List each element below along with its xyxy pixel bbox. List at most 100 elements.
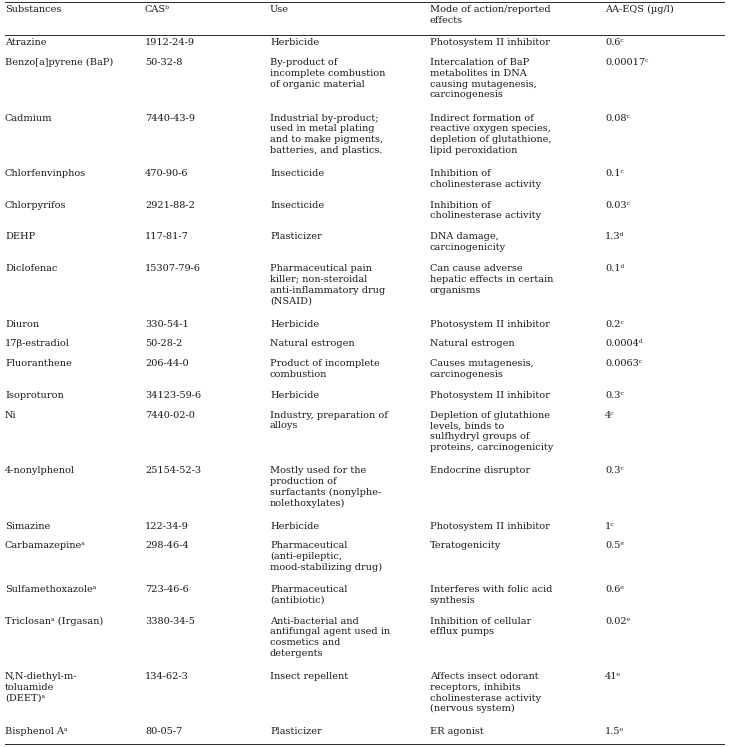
Text: Bisphenol Aᵃ: Bisphenol Aᵃ [5,728,68,737]
Text: Herbicide: Herbicide [270,521,319,530]
Text: 723-46-6: 723-46-6 [145,585,189,594]
Text: Herbicide: Herbicide [270,391,319,400]
Text: Herbicide: Herbicide [270,320,319,329]
Text: 1912-24-9: 1912-24-9 [145,38,195,47]
Text: Intercalation of BaP
metabolites in DNA
causing mutagenesis,
carcinogenesis: Intercalation of BaP metabolites in DNA … [430,58,537,99]
Text: Sulfamethoxazoleᵃ: Sulfamethoxazoleᵃ [5,585,96,594]
Text: Interferes with folic acid
synthesis: Interferes with folic acid synthesis [430,585,553,604]
Text: Chlorfenvinphos: Chlorfenvinphos [5,169,86,178]
Text: Pharmaceutical
(antibiotic): Pharmaceutical (antibiotic) [270,585,348,604]
Text: Pharmaceutical pain
killer; non-steroidal
anti-inflammatory drug
(NSAID): Pharmaceutical pain killer; non-steroida… [270,264,385,306]
Text: Anti-bacterial and
antifungal agent used in
cosmetics and
detergents: Anti-bacterial and antifungal agent used… [270,616,390,658]
Text: Photosystem II inhibitor: Photosystem II inhibitor [430,320,550,329]
Text: 330-54-1: 330-54-1 [145,320,189,329]
Text: 1ᶜ: 1ᶜ [605,521,615,530]
Text: DEHP: DEHP [5,232,35,241]
Text: Benzo[a]pyrene (BaP): Benzo[a]pyrene (BaP) [5,58,113,67]
Text: Industry, preparation of
alloys: Industry, preparation of alloys [270,411,388,430]
Text: 0.3ᶜ: 0.3ᶜ [605,391,624,400]
Text: Use: Use [270,5,289,14]
Text: Causes mutagenesis,
carcinogenesis: Causes mutagenesis, carcinogenesis [430,359,534,379]
Text: 0.3ᶜ: 0.3ᶜ [605,466,624,475]
Text: 0.0004ᵈ: 0.0004ᵈ [605,339,643,348]
Text: Depletion of glutathione
levels, binds to
sulfhydryl groups of
proteins, carcino: Depletion of glutathione levels, binds t… [430,411,553,452]
Text: 206-44-0: 206-44-0 [145,359,189,368]
Text: 50-32-8: 50-32-8 [145,58,182,67]
Text: Herbicide: Herbicide [270,38,319,47]
Text: Cadmium: Cadmium [5,114,52,123]
Text: 1.3ᵈ: 1.3ᵈ [605,232,624,241]
Text: 134-62-3: 134-62-3 [145,672,189,681]
Text: Product of incomplete
combustion: Product of incomplete combustion [270,359,380,379]
Text: 41ᵉ: 41ᵉ [605,672,621,681]
Text: AA-EQS (µg/l): AA-EQS (µg/l) [605,5,674,14]
Text: Mostly used for the
production of
surfactants (nonylphe-
nolethoxylates): Mostly used for the production of surfac… [270,466,381,508]
Text: 80-05-7: 80-05-7 [145,728,182,737]
Text: Natural estrogen: Natural estrogen [270,339,354,348]
Text: Triclosanᵃ (Irgasan): Triclosanᵃ (Irgasan) [5,616,104,626]
Text: 3380-34-5: 3380-34-5 [145,616,195,626]
Text: Plasticizer: Plasticizer [270,728,321,737]
Text: Teratogenicity: Teratogenicity [430,542,502,551]
Text: 0.02ᵉ: 0.02ᵉ [605,616,631,626]
Text: 15307-79-6: 15307-79-6 [145,264,201,273]
Text: 50-28-2: 50-28-2 [145,339,182,348]
Text: Pharmaceutical
(anti-epileptic,
mood-stabilizing drug): Pharmaceutical (anti-epileptic, mood-sta… [270,542,382,572]
Text: 298-46-4: 298-46-4 [145,542,189,551]
Text: DNA damage,
carcinogenicity: DNA damage, carcinogenicity [430,232,506,252]
Text: Affects insect odorant
receptors, inhibits
cholinesterase activity
(nervous syst: Affects insect odorant receptors, inhibi… [430,672,541,713]
Text: Photosystem II inhibitor: Photosystem II inhibitor [430,391,550,400]
Text: 0.2ᶜ: 0.2ᶜ [605,320,624,329]
Text: Ni: Ni [5,411,17,420]
Text: Insect repellent: Insect repellent [270,672,348,681]
Text: Endocrine disruptor: Endocrine disruptor [430,466,530,475]
Text: 0.6ᵉ: 0.6ᵉ [605,585,624,594]
Text: CASᵇ: CASᵇ [145,5,170,14]
Text: Substances: Substances [5,5,61,14]
Text: 0.1ᶜ: 0.1ᶜ [605,169,624,178]
Text: Diclofenac: Diclofenac [5,264,58,273]
Text: Simazine: Simazine [5,521,50,530]
Text: Insecticide: Insecticide [270,201,324,210]
Text: 17β-estradiol: 17β-estradiol [5,339,70,348]
Text: 7440-43-9: 7440-43-9 [145,114,195,123]
Text: Inhibition of cellular
efflux pumps: Inhibition of cellular efflux pumps [430,616,531,636]
Text: Chlorpyrifos: Chlorpyrifos [5,201,66,210]
Text: Plasticizer: Plasticizer [270,232,321,241]
Text: By-product of
incomplete combustion
of organic material: By-product of incomplete combustion of o… [270,58,386,89]
Text: 0.03ᶜ: 0.03ᶜ [605,201,630,210]
Text: Fluoranthene: Fluoranthene [5,359,71,368]
Text: 0.08ᶜ: 0.08ᶜ [605,114,630,123]
Text: 0.5ᵉ: 0.5ᵉ [605,542,624,551]
Text: Inhibition of
cholinesterase activity: Inhibition of cholinesterase activity [430,169,541,189]
Text: Indirect formation of
reactive oxygen species,
depletion of glutathione,
lipid p: Indirect formation of reactive oxygen sp… [430,114,552,155]
Text: 0.0063ᶜ: 0.0063ᶜ [605,359,642,368]
Text: 117-81-7: 117-81-7 [145,232,189,241]
Text: Mode of action/reported
effects: Mode of action/reported effects [430,5,550,25]
Text: Can cause adverse
hepatic effects in certain
organisms: Can cause adverse hepatic effects in cer… [430,264,553,294]
Text: Photosystem II inhibitor: Photosystem II inhibitor [430,521,550,530]
Text: 0.1ᵈ: 0.1ᵈ [605,264,624,273]
Text: Photosystem II inhibitor: Photosystem II inhibitor [430,38,550,47]
Text: Isoproturon: Isoproturon [5,391,63,400]
Text: Inhibition of
cholinesterase activity: Inhibition of cholinesterase activity [430,201,541,220]
Text: ER agonist: ER agonist [430,728,484,737]
Text: 7440-02-0: 7440-02-0 [145,411,195,420]
Text: Atrazine: Atrazine [5,38,47,47]
Text: 25154-52-3: 25154-52-3 [145,466,201,475]
Text: N,N-diethyl-m-
toluamide
(DEET)ᵃ: N,N-diethyl-m- toluamide (DEET)ᵃ [5,672,77,703]
Text: 34123-59-6: 34123-59-6 [145,391,201,400]
Text: 0.6ᶜ: 0.6ᶜ [605,38,624,47]
Text: 1.5ᵉ: 1.5ᵉ [605,728,624,737]
Text: 4-nonylphenol: 4-nonylphenol [5,466,75,475]
Text: 122-34-9: 122-34-9 [145,521,189,530]
Text: 470-90-6: 470-90-6 [145,169,189,178]
Text: 4ᶜ: 4ᶜ [605,411,615,420]
Text: 0.00017ᶜ: 0.00017ᶜ [605,58,649,67]
Text: Diuron: Diuron [5,320,39,329]
Text: Industrial by-product;
used in metal plating
and to make pigments,
batteries, an: Industrial by-product; used in metal pla… [270,114,383,155]
Text: 2921-88-2: 2921-88-2 [145,201,195,210]
Text: Natural estrogen: Natural estrogen [430,339,515,348]
Text: Insecticide: Insecticide [270,169,324,178]
Text: Carbamazepineᵃ: Carbamazepineᵃ [5,542,86,551]
